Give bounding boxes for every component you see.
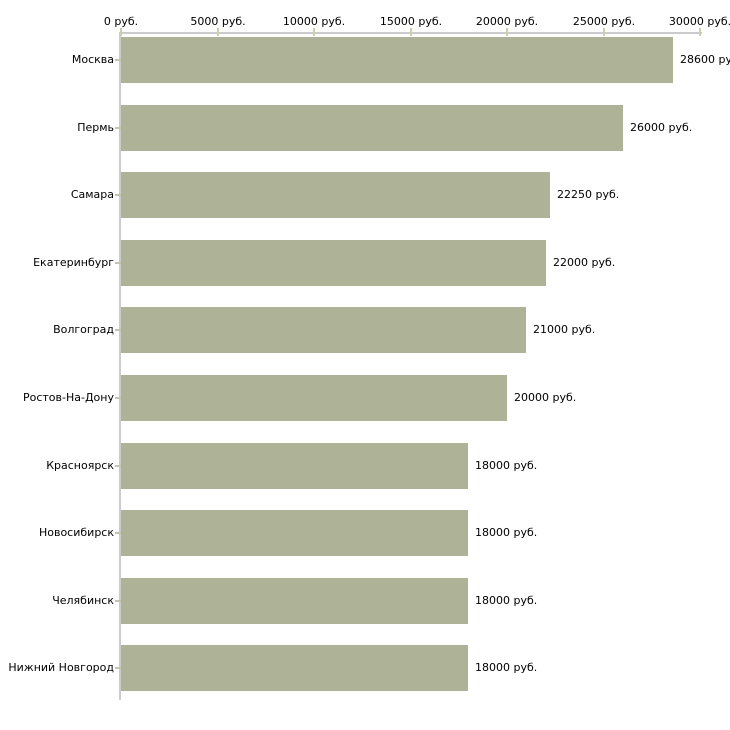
x-tick-label: 5000 руб. bbox=[190, 15, 246, 28]
category-label: Челябинск bbox=[52, 594, 114, 607]
value-label: 21000 руб. bbox=[533, 323, 596, 336]
x-tick-mark bbox=[506, 28, 508, 36]
category-tick-mark bbox=[115, 59, 121, 61]
x-tick-mark bbox=[313, 28, 315, 36]
category-label: Новосибирск bbox=[38, 526, 114, 539]
x-tick-mark bbox=[217, 28, 219, 36]
x-tick-mark bbox=[120, 28, 122, 36]
category-label: Пермь bbox=[77, 121, 114, 134]
category-tick-mark bbox=[115, 329, 121, 331]
x-tick-label: 15000 руб. bbox=[379, 15, 443, 28]
x-tick-mark bbox=[699, 28, 701, 36]
value-label: 18000 руб. bbox=[475, 661, 538, 674]
category-label: Нижний Новгород bbox=[8, 661, 114, 674]
bar-4 bbox=[121, 240, 546, 286]
bar-9 bbox=[121, 578, 468, 624]
value-label: 18000 руб. bbox=[475, 459, 538, 472]
x-tick-mark bbox=[410, 28, 412, 36]
value-label: 18000 руб. bbox=[475, 594, 538, 607]
value-label: 22250 руб. bbox=[557, 188, 620, 201]
x-tick-mark bbox=[603, 28, 605, 36]
bar-6 bbox=[121, 375, 507, 421]
category-tick-mark bbox=[115, 667, 121, 669]
value-label: 18000 руб. bbox=[475, 526, 538, 539]
x-tick-label: 10000 руб. bbox=[282, 15, 346, 28]
bar-10 bbox=[121, 645, 468, 691]
category-label: Самара bbox=[70, 188, 114, 201]
x-tick-label: 0 руб. bbox=[103, 15, 139, 28]
category-tick-mark bbox=[115, 262, 121, 264]
category-label: Ростов-На-Дону bbox=[22, 391, 114, 404]
category-tick-mark bbox=[115, 600, 121, 602]
category-label: Екатеринбург bbox=[33, 256, 114, 269]
x-tick-label: 30000 руб. bbox=[668, 15, 730, 28]
y-axis-line bbox=[119, 32, 121, 700]
category-label: Волгоград bbox=[53, 323, 114, 336]
category-tick-mark bbox=[115, 127, 121, 129]
category-label: Москва bbox=[71, 53, 114, 66]
category-tick-mark bbox=[115, 532, 121, 534]
category-tick-mark bbox=[115, 397, 121, 399]
value-label: 20000 руб. bbox=[514, 391, 577, 404]
x-tick-label: 20000 руб. bbox=[475, 15, 539, 28]
bar-8 bbox=[121, 510, 468, 556]
category-tick-mark bbox=[115, 194, 121, 196]
category-tick-mark bbox=[115, 465, 121, 467]
value-label: 22000 руб. bbox=[553, 256, 616, 269]
bar-2 bbox=[121, 105, 623, 151]
x-tick-label: 25000 руб. bbox=[572, 15, 636, 28]
value-label: 28600 руб. bbox=[680, 53, 730, 66]
value-label: 26000 руб. bbox=[630, 121, 693, 134]
bar-3 bbox=[121, 172, 550, 218]
bar-1 bbox=[121, 37, 673, 83]
bar-7 bbox=[121, 443, 468, 489]
category-label: Красноярск bbox=[46, 459, 114, 472]
bar-5 bbox=[121, 307, 526, 353]
